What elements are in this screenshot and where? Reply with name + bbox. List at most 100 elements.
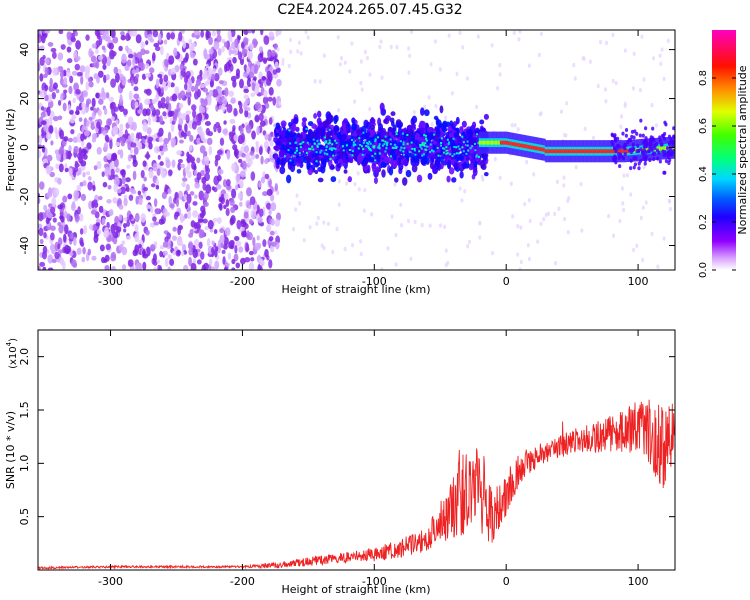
faint-blob [527, 198, 531, 203]
right-blob [664, 159, 669, 164]
line-core [581, 149, 585, 154]
band-blob [355, 129, 362, 136]
noise-blob [251, 130, 256, 140]
x-tick-label: 0 [503, 575, 510, 588]
right-blob [621, 131, 625, 136]
right-blob [639, 118, 643, 123]
faint-blob [516, 252, 520, 257]
noise-blob [55, 89, 60, 94]
line-core [588, 149, 591, 154]
band-peak [440, 144, 443, 147]
band-peak [410, 141, 413, 144]
line-core [489, 140, 492, 145]
band-peak [436, 147, 439, 150]
noise-blob [95, 92, 100, 99]
noise-blob [214, 260, 220, 270]
noise-blob [212, 217, 218, 222]
right-blob [644, 140, 649, 145]
band-peak [328, 141, 331, 144]
band-peak [323, 152, 326, 155]
noise-blob [159, 45, 164, 56]
noise-blob [258, 112, 264, 122]
band-peak [362, 148, 365, 151]
noise-blob [38, 134, 43, 145]
noise-blob [81, 102, 86, 109]
band-blob [377, 123, 384, 132]
faint-blob [547, 211, 551, 216]
noise-blob [179, 63, 184, 71]
line-core [560, 149, 564, 154]
noise-blob [62, 153, 67, 161]
band-peak [425, 145, 428, 148]
noise-blob [58, 147, 64, 156]
noise-blob [96, 146, 102, 155]
noise-blob [145, 72, 151, 78]
band-blob [333, 158, 339, 164]
band-peak [376, 136, 379, 139]
noise-blob [110, 30, 116, 39]
noise-blob [244, 257, 251, 263]
line-core [481, 140, 484, 145]
band-peak [411, 147, 414, 150]
band-peak [394, 146, 397, 149]
right-blob [652, 138, 656, 143]
noise-blob [161, 191, 167, 200]
noise-blob [67, 193, 73, 200]
noise-blob [254, 64, 259, 72]
line-core [497, 140, 500, 145]
right-blob [658, 159, 662, 164]
noise-blob [202, 218, 208, 224]
line-core [547, 149, 550, 154]
noise-blob [257, 216, 263, 224]
noise-blob [226, 103, 233, 113]
right-blob [644, 150, 648, 155]
band-blob [375, 166, 380, 175]
noise-blob [43, 231, 47, 239]
noise-blob [217, 217, 222, 225]
noise-blob [187, 210, 192, 219]
noise-blob [39, 45, 45, 52]
right-blob [663, 149, 667, 154]
faint-blob [466, 244, 470, 249]
noise-blob [135, 195, 140, 205]
band-blob [380, 161, 387, 168]
line-core [530, 145, 533, 150]
noise-blob [275, 67, 281, 73]
noise-blob [71, 70, 78, 76]
band-blob [483, 113, 489, 120]
noise-blob [207, 219, 214, 230]
faint-blob [313, 79, 317, 84]
band-peak [395, 133, 398, 136]
band-blob [456, 135, 461, 143]
line-core [553, 149, 557, 154]
noise-blob [248, 219, 254, 225]
noise-blob [208, 145, 213, 156]
band-peak [399, 149, 402, 152]
noise-blob [106, 118, 112, 126]
noise-blob [152, 253, 157, 263]
right-blob [667, 141, 672, 146]
noise-blob [210, 266, 216, 270]
band-peak [326, 153, 329, 156]
noise-blob [103, 74, 107, 84]
noise-blob [171, 159, 176, 168]
band-peak [465, 152, 468, 155]
right-blob [656, 156, 660, 161]
line-core [617, 149, 620, 154]
band-blob [347, 134, 352, 139]
faint-blob [642, 164, 646, 170]
noise-blob [110, 168, 115, 177]
faint-blob [294, 207, 298, 212]
noise-blob [208, 48, 214, 55]
noise-blob [49, 77, 53, 87]
noise-blob [123, 216, 128, 222]
band-blob [288, 122, 292, 127]
noise-blob [194, 169, 198, 176]
noise-blob [127, 53, 134, 59]
right-blob [662, 153, 667, 158]
noise-blob [179, 139, 184, 144]
line-core [548, 149, 552, 154]
noise-blob [225, 208, 230, 217]
band-peak [466, 144, 469, 147]
faint-blob [350, 41, 354, 46]
